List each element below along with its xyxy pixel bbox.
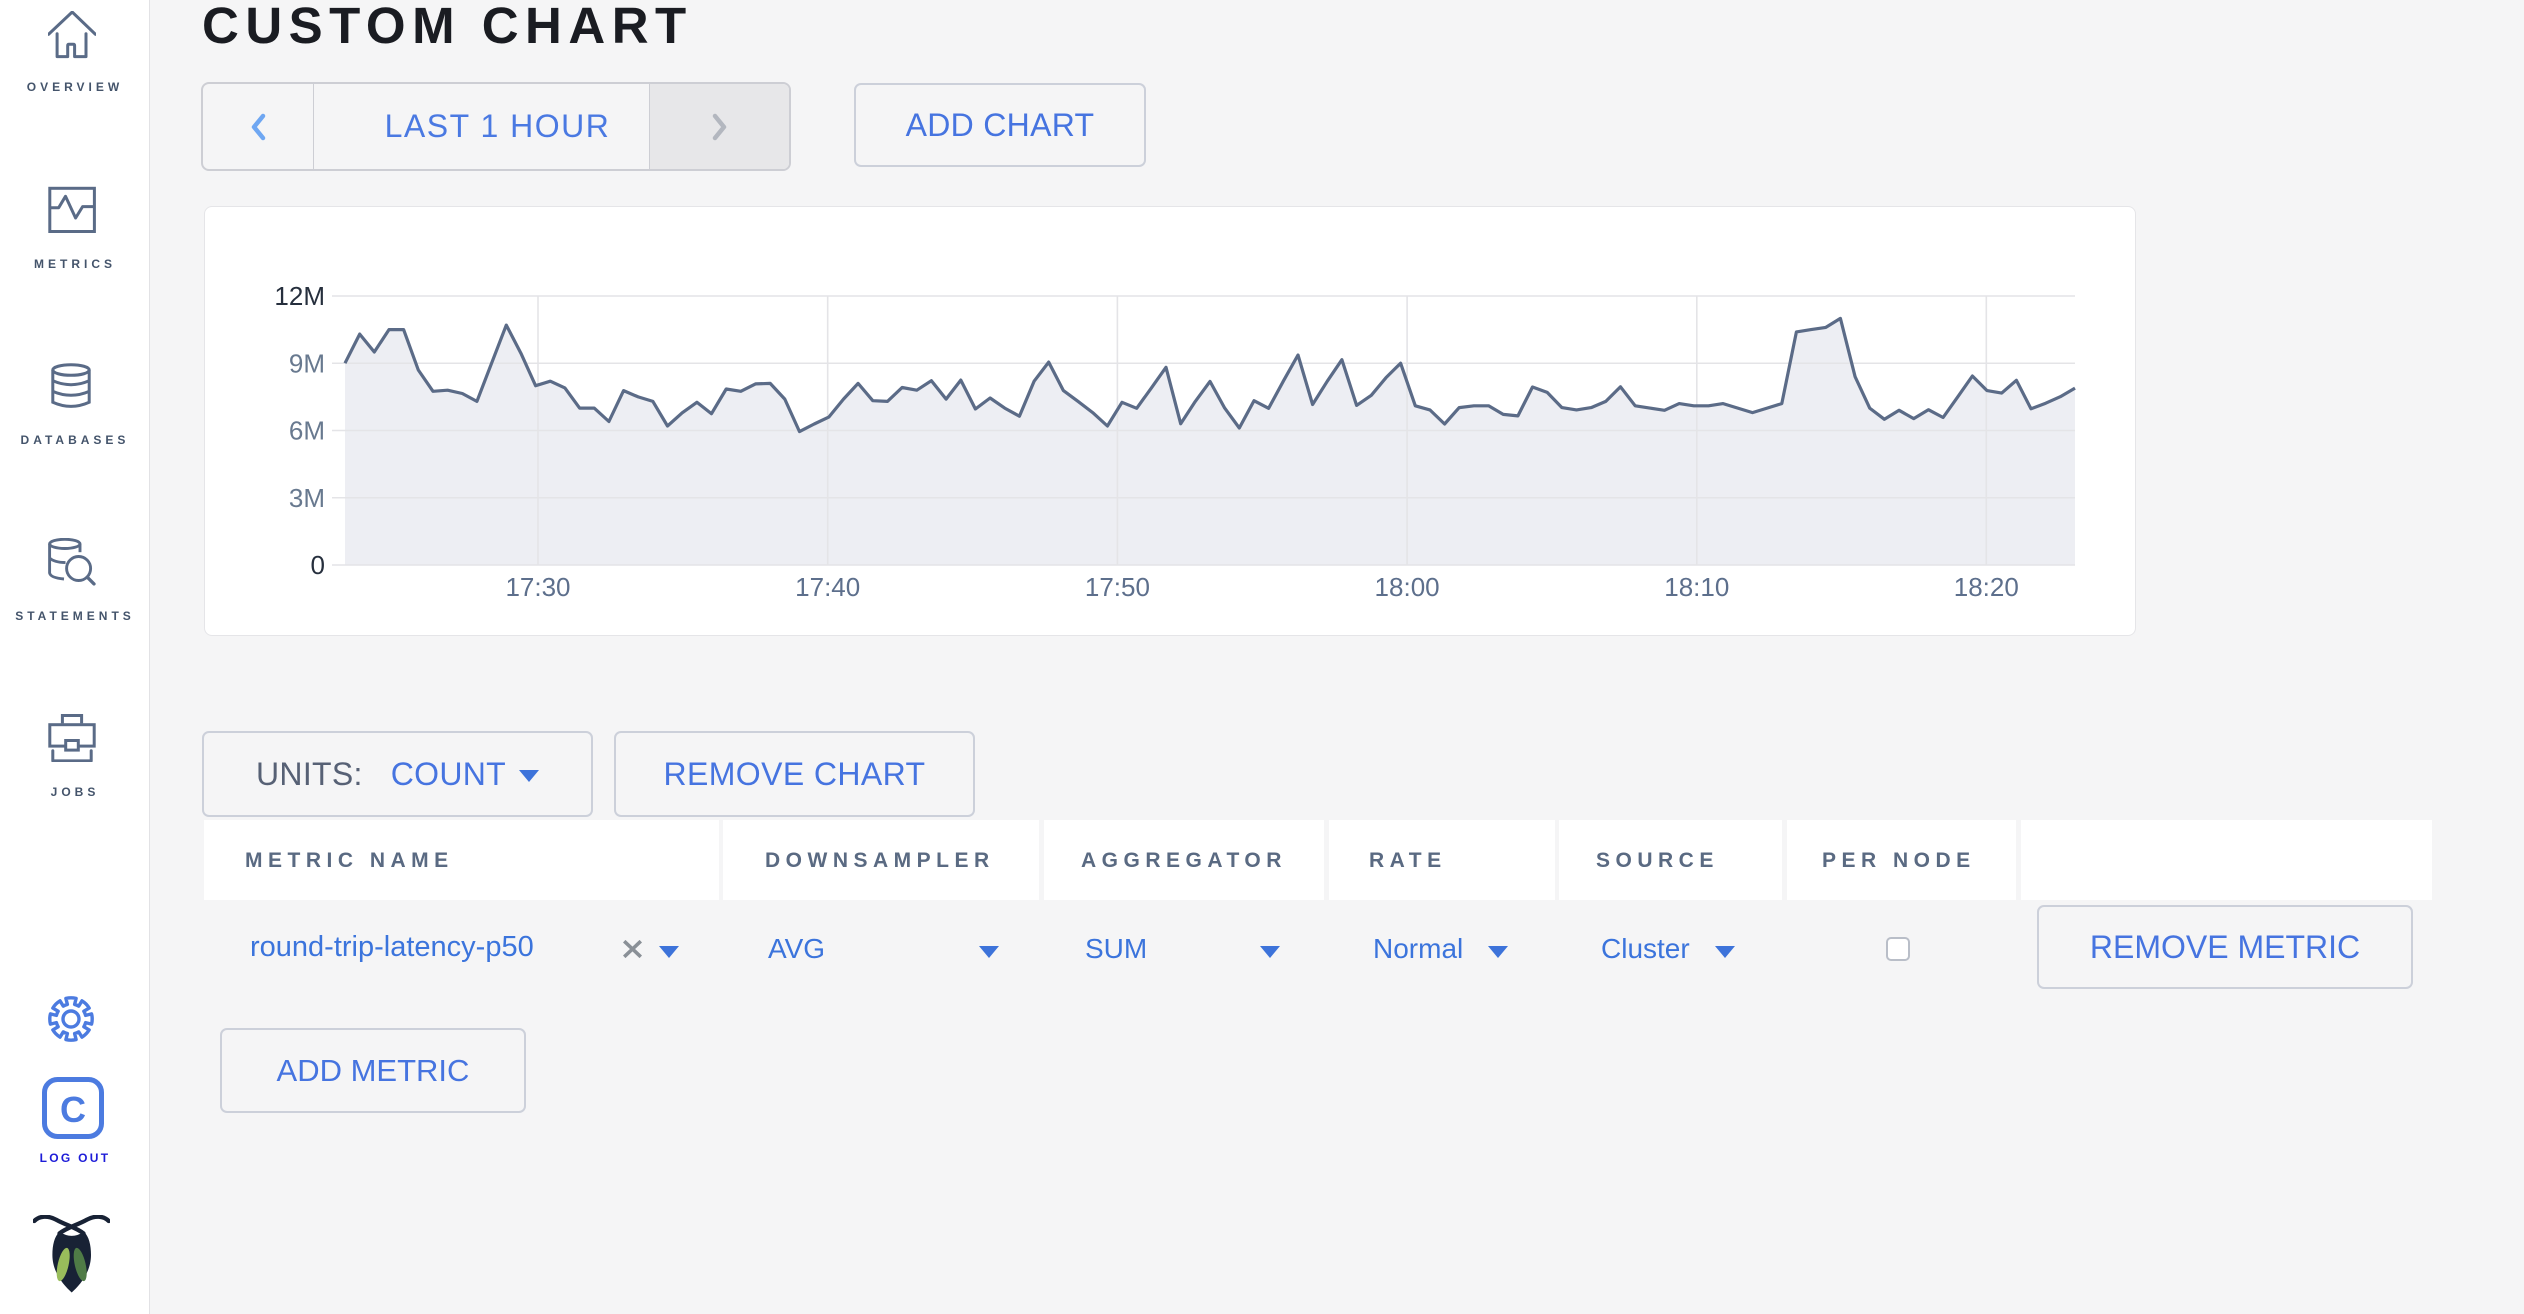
svg-text:18:00: 18:00 [1375,572,1440,602]
svg-text:18:20: 18:20 [1954,572,2019,602]
svg-text:C: C [60,1089,86,1130]
svg-text:3M: 3M [289,483,325,513]
svg-text:17:30: 17:30 [505,572,570,602]
svg-text:9M: 9M [289,348,325,378]
svg-text:17:50: 17:50 [1085,572,1150,602]
svg-text:6M: 6M [289,416,325,446]
svg-text:17:40: 17:40 [795,572,860,602]
svg-text:12M: 12M [274,281,325,311]
svg-text:18:10: 18:10 [1664,572,1729,602]
svg-text:0: 0 [311,550,325,580]
